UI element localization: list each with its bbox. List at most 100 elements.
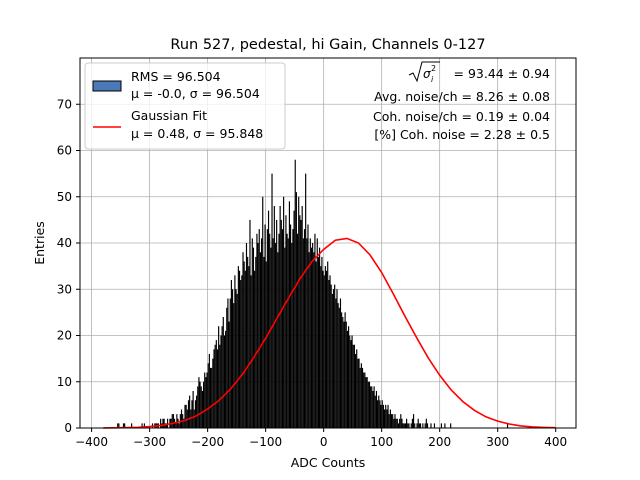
histogram-bar [506,423,509,428]
histogram-bar [348,326,350,428]
histogram-bar [279,206,281,428]
histogram-bar [419,423,422,428]
histogram-bar [183,418,185,428]
histogram-bar [322,270,324,428]
svg-text:σ: σ [423,67,431,81]
histogram-bar [197,386,199,428]
histogram-bar [368,381,371,428]
histogram-bar [309,238,311,428]
histogram-bar [294,159,296,428]
histogram-bar [425,418,427,428]
histogram-bar [288,201,291,428]
histogram-bar [211,367,213,428]
histogram-bar [241,275,243,428]
histogram-bar [206,372,208,428]
histogram-bar [204,372,206,428]
histogram-bar [365,377,367,428]
histogram-bars [117,159,509,428]
histogram-bar [259,252,261,428]
legend: RMS = 96.504 μ = -0.0, σ = 96.504 Gaussi… [84,62,286,150]
histogram-bar [296,233,299,428]
histogram-bar [265,261,267,428]
histogram-bar [403,423,405,428]
histogram-bar [290,224,292,428]
histogram-bar [399,418,401,428]
histogram-bar [381,400,383,428]
histogram-bar [356,349,358,428]
histogram-bar [264,224,266,428]
histogram-bar [312,243,314,428]
histogram-bar [293,210,295,428]
histogram-bar [281,229,284,428]
histogram-bar [240,280,242,428]
histogram-bar [370,386,372,428]
histogram-bar [308,252,310,428]
x-tick-label: 0 [320,435,328,449]
histogram-bar [388,414,390,428]
histogram-bar [383,409,386,428]
histogram-bar [249,219,251,428]
histogram-bar [336,289,338,428]
histogram-bar [257,243,259,428]
histogram-bar [325,270,328,428]
histogram-bar [404,423,407,428]
x-tick-label: −100 [249,435,282,449]
legend-fit-label: Gaussian Fit [131,108,207,123]
y-tick-label: 10 [57,375,72,389]
histogram-bar [390,414,393,428]
gaussian-fit-line [103,237,556,429]
histogram-bar [260,238,263,428]
histogram-bar [416,423,418,428]
histogram-bar [226,307,228,428]
histogram-bar [230,280,232,428]
histogram-bar [352,344,354,428]
histogram-bar [401,418,403,428]
histogram-bar [229,298,231,428]
histogram-bar [329,275,331,428]
histogram-bar [394,414,396,428]
histogram-bar [164,423,166,428]
histogram-bar [377,400,379,428]
histogram-bar [361,367,364,428]
histogram-bar [343,321,345,428]
histogram-bar [218,326,220,428]
avg-noise: Avg. noise/ch = 8.26 ± 0.08 [374,89,550,104]
histogram-bar [225,330,227,428]
histogram-bar [219,344,221,428]
histogram-bar [306,238,308,428]
y-tick-label: 40 [57,236,72,250]
histogram-bar [342,317,344,428]
histogram-bar [373,386,375,428]
histogram-bar [212,358,214,428]
histogram-bar [262,196,264,428]
x-tick-label: 300 [486,435,509,449]
histogram-bar [287,238,289,428]
histogram-bar [314,233,316,428]
histogram-bar [418,423,420,428]
y-tick-label: 50 [57,190,72,204]
histogram-bar [285,215,287,428]
histogram-bar [215,340,217,428]
histogram-bar [117,423,119,428]
histogram-bar [236,293,238,428]
histogram-bar [131,423,133,428]
histogram-bar [191,400,193,428]
histogram-bar [223,335,226,428]
y-axis-ticks: 0 10 20 30 40 50 60 70 [57,97,80,435]
histogram-bar [267,210,270,428]
histogram-bar [414,423,416,428]
histogram-bar [346,330,349,428]
histogram-bar [300,219,302,428]
x-tick-label: −200 [191,435,224,449]
histogram-bar [315,261,317,428]
histogram-bar [270,247,272,428]
histogram-bar [351,335,353,428]
histogram-bar [324,266,326,428]
histogram-bar [274,243,277,428]
histogram-bar [316,238,318,428]
y-tick-label: 0 [64,421,72,435]
stats-annotations: σ 2 i = 93.44 ± 0.94 Avg. noise/ch = 8.2… [373,61,550,142]
histogram-bar [207,363,209,428]
histogram-bar [332,289,335,428]
histogram-bar [178,423,180,428]
